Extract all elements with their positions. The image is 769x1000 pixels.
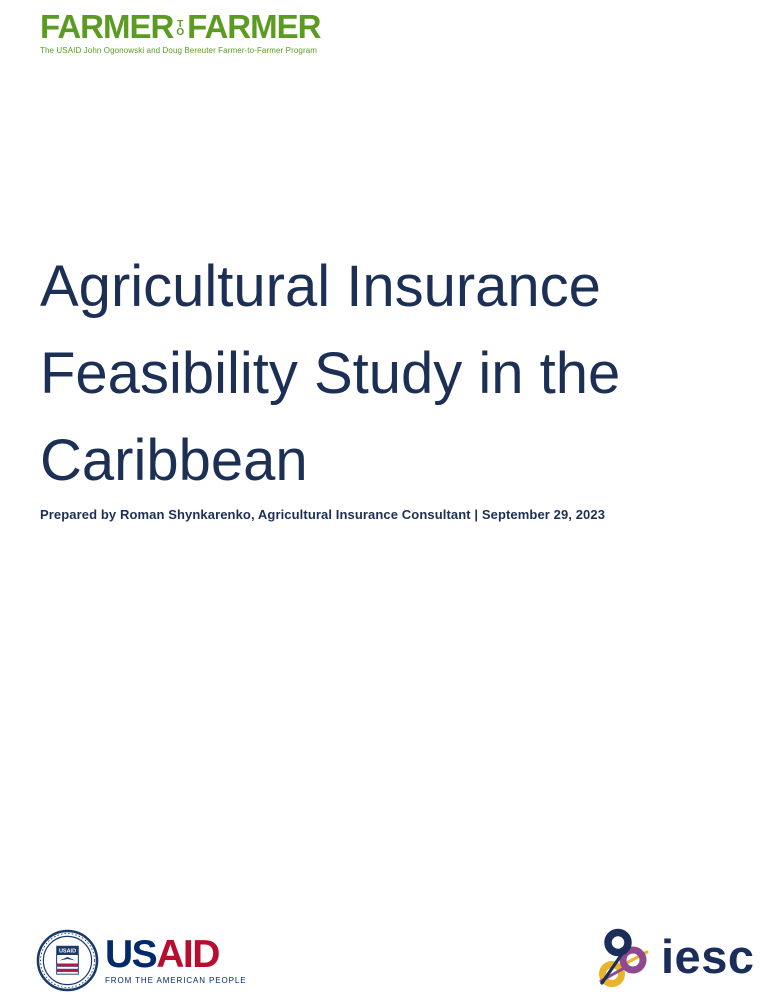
farmer-to-stack: T O [176, 17, 184, 37]
farmer-to-bottom-letter: O [176, 26, 185, 38]
farmer-to-farmer-logo: FARMER T O FARMER The USAID John Ogonows… [40, 8, 321, 55]
cover-byline: Prepared by Roman Shynkarenko, Agricultu… [40, 507, 606, 522]
farmer-to-farmer-tagline: The USAID John Ogonowski and Doug Bereut… [40, 46, 318, 55]
cover-title: Agricultural Insurance Feasibility Study… [40, 243, 730, 504]
usaid-wordmark: USAID FROM THE AMERICAN PEOPLE [105, 933, 247, 985]
cover-title-line-3: Caribbean [40, 428, 308, 493]
cover-title-line-2: Feasibility Study in the [40, 341, 621, 406]
farmer-to-farmer-wordmark: FARMER T O FARMER [40, 8, 321, 45]
usaid-seal-icon: USAID [36, 929, 99, 992]
usaid-word-aid: AID [156, 933, 220, 976]
farmer-word-left: FARMER [40, 8, 174, 45]
usaid-word: USAID [105, 933, 246, 976]
iesc-wordmark: iesc [661, 930, 755, 983]
usaid-tagline: FROM THE AMERICAN PEOPLE [105, 976, 247, 985]
iesc-logo: iesc [595, 928, 754, 991]
svg-text:USAID: USAID [59, 949, 76, 955]
farmer-to-top-letter: T [177, 18, 184, 30]
cover-title-line-1: Agricultural Insurance [40, 254, 601, 319]
usaid-word-us: US [105, 933, 158, 976]
iesc-swirl-icon [599, 928, 649, 987]
farmer-word-right: FARMER [187, 8, 321, 45]
usaid-seal-shield: USAID [56, 945, 79, 975]
usaid-logo: USAID USAID FROM THE AMERICAN PEOPLE [36, 929, 246, 992]
